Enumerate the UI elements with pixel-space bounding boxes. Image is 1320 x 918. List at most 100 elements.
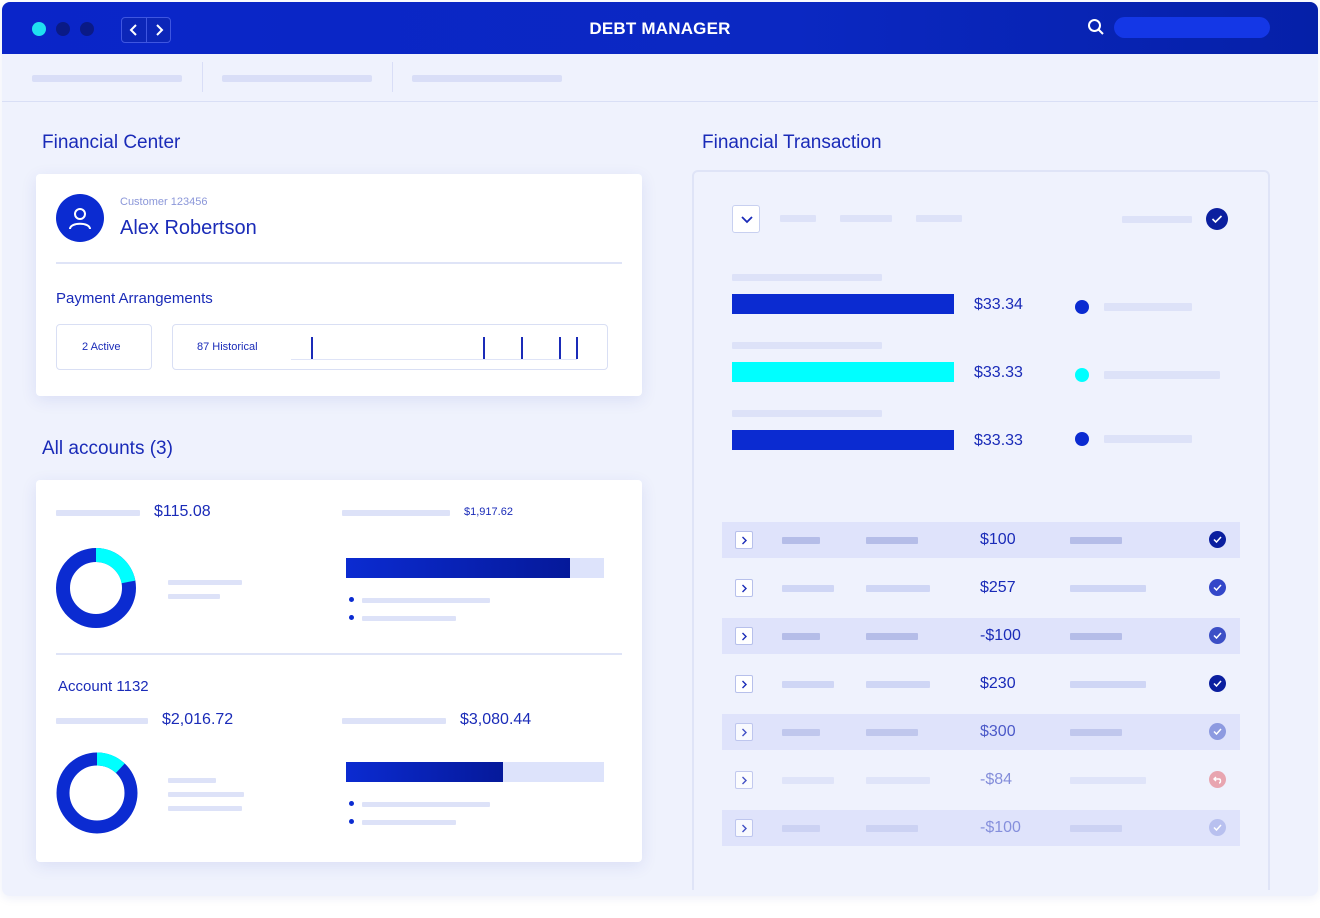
- history-nav: [121, 17, 171, 43]
- text-placeholder: [342, 718, 446, 724]
- text-placeholder: [168, 792, 244, 797]
- row-expand-button[interactable]: [735, 579, 753, 597]
- row-placeholder: [866, 777, 930, 784]
- check-circle-icon[interactable]: [1209, 819, 1226, 836]
- check-circle-icon[interactable]: [1209, 675, 1226, 692]
- account-donut-chart: [56, 752, 138, 834]
- forward-button[interactable]: [147, 18, 171, 42]
- split-bar: [732, 362, 954, 382]
- tab-placeholder[interactable]: [32, 75, 182, 82]
- user-icon: [69, 208, 91, 230]
- chevron-right-icon: [742, 728, 747, 737]
- divider: [56, 262, 622, 264]
- customer-id: Customer 123456: [120, 196, 208, 208]
- row-placeholder: [866, 729, 918, 736]
- transaction-row[interactable]: $300: [722, 714, 1240, 750]
- check-circle-icon[interactable]: [1209, 627, 1226, 644]
- row-placeholder: [866, 825, 918, 832]
- transaction-row[interactable]: $257: [722, 570, 1240, 606]
- divider: [56, 653, 622, 655]
- row-expand-button[interactable]: [735, 771, 753, 789]
- chevron-right-icon: [156, 24, 164, 36]
- row-expand-button[interactable]: [735, 819, 753, 837]
- summary-donut-chart: [56, 548, 136, 628]
- donut-base: [56, 752, 138, 834]
- active-label: 2 Active: [82, 341, 121, 353]
- transaction-row[interactable]: $230: [722, 666, 1240, 702]
- check-circle-icon[interactable]: [1209, 723, 1226, 740]
- row-amount: -$100: [980, 819, 1021, 836]
- tab-placeholder[interactable]: [222, 75, 372, 82]
- undo-circle-icon[interactable]: [1209, 771, 1226, 788]
- row-placeholder: [782, 729, 820, 736]
- summary-progress-bar: [346, 558, 604, 578]
- text-placeholder: [362, 616, 456, 621]
- transaction-row[interactable]: -$100: [722, 618, 1240, 654]
- app-title: DEBT MANAGER: [589, 19, 731, 38]
- row-placeholder: [1070, 825, 1122, 832]
- window-dot[interactable]: [80, 22, 94, 36]
- check-circle-icon[interactable]: [1206, 208, 1228, 230]
- row-amount: -$84: [980, 771, 1013, 788]
- timeline-tick: [559, 337, 561, 359]
- row-placeholder: [866, 537, 918, 544]
- row-placeholder: [782, 777, 834, 784]
- text-placeholder: [342, 510, 450, 516]
- header-placeholder: [780, 215, 816, 222]
- row-amount: $300: [980, 723, 1016, 740]
- customer-card: Customer 123456 Alex Robertson Payment A…: [36, 174, 642, 396]
- transaction-row[interactable]: -$84: [722, 762, 1240, 798]
- tab-divider: [202, 62, 203, 92]
- split-label-placeholder: [732, 274, 882, 281]
- row-expand-button[interactable]: [735, 675, 753, 693]
- search-input[interactable]: [1114, 17, 1270, 38]
- historical-label: 87 Historical: [197, 341, 258, 353]
- timeline-tick: [311, 337, 313, 359]
- row-expand-button[interactable]: [735, 627, 753, 645]
- text-placeholder: [168, 580, 242, 585]
- row-placeholder: [866, 585, 930, 592]
- row-amount: $100: [980, 531, 1016, 548]
- chevron-down-icon: [741, 216, 753, 224]
- tab-placeholder[interactable]: [412, 75, 562, 82]
- text-placeholder: [168, 778, 216, 783]
- progress-fill: [346, 762, 504, 782]
- chevron-right-icon: [742, 632, 747, 641]
- split-placeholder: [1104, 371, 1220, 379]
- progress-fill: [346, 558, 571, 578]
- row-amount: -$100: [980, 627, 1021, 644]
- account-label[interactable]: Account 1132: [58, 678, 149, 695]
- row-placeholder: [866, 633, 918, 640]
- row-placeholder: [782, 633, 820, 640]
- bullet: [349, 819, 354, 824]
- row-placeholder: [1070, 585, 1146, 592]
- check-circle-icon[interactable]: [1209, 531, 1226, 548]
- account-progress-bar: [346, 762, 604, 782]
- timeline-tick: [483, 337, 485, 359]
- split-placeholder: [1104, 435, 1192, 443]
- tab-divider: [392, 62, 393, 92]
- back-button[interactable]: [122, 18, 146, 42]
- split-amount: $33.33: [974, 364, 1023, 381]
- summary-left-amount: $115.08: [154, 503, 211, 520]
- row-expand-button[interactable]: [735, 531, 753, 549]
- text-placeholder: [56, 718, 148, 724]
- donut-accent-segment: [56, 548, 136, 628]
- search-icon[interactable]: [1087, 18, 1105, 36]
- text-placeholder: [362, 598, 490, 603]
- active-arrangements-box[interactable]: 2 Active: [56, 324, 152, 370]
- customer-name: Alex Robertson: [120, 217, 257, 239]
- window-dot-active[interactable]: [32, 22, 46, 36]
- split-label-placeholder: [732, 342, 882, 349]
- historical-arrangements-box[interactable]: 87 Historical: [172, 324, 608, 370]
- check-circle-icon[interactable]: [1209, 579, 1226, 596]
- nav-divider: [146, 18, 147, 42]
- summary-right-amount: $1,917.62: [464, 506, 513, 518]
- transaction-row[interactable]: -$100: [722, 810, 1240, 846]
- window-dot[interactable]: [56, 22, 70, 36]
- header-placeholder: [840, 215, 892, 222]
- row-expand-button[interactable]: [735, 723, 753, 741]
- transaction-row[interactable]: $100: [722, 522, 1240, 558]
- expand-button[interactable]: [732, 205, 760, 233]
- bullet: [349, 597, 354, 602]
